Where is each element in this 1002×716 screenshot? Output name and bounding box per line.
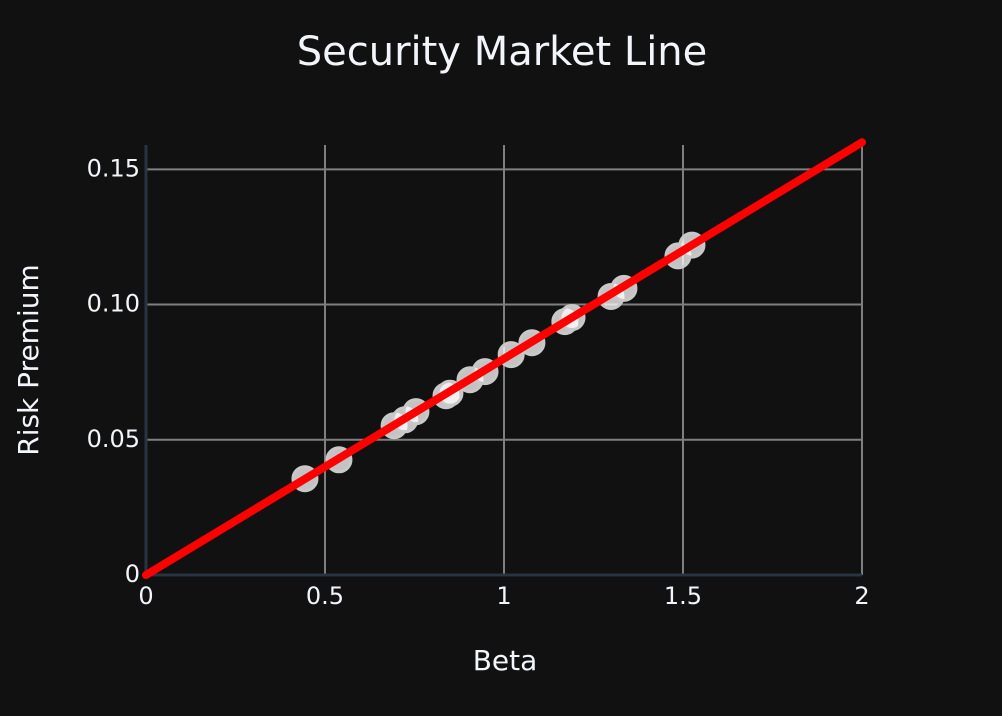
x-tick-label: 1.5: [664, 582, 702, 610]
y-axis-title: Risk Premium: [12, 264, 45, 456]
y-tick-label: 0.05: [87, 425, 140, 453]
y-tick-label: 0.15: [87, 154, 140, 182]
line: [142, 138, 866, 579]
x-tick-label: 0.5: [306, 582, 344, 610]
x-tick-label: 1: [496, 582, 511, 610]
x-tick-label: 0: [138, 582, 153, 610]
x-axis-title: Beta: [473, 644, 538, 677]
chart-title: Security Market Line: [297, 29, 708, 75]
y-tick-label: 0: [125, 560, 140, 588]
x-tick-label: 2: [854, 582, 869, 610]
y-tick-label: 0.10: [87, 290, 140, 318]
